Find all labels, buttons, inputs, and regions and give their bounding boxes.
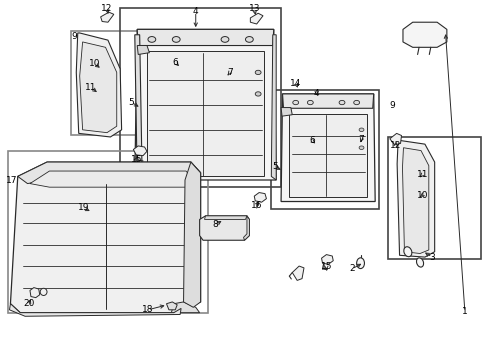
Bar — [71, 31, 149, 135]
Circle shape — [292, 100, 298, 105]
Bar — [271, 90, 378, 209]
Circle shape — [245, 37, 253, 42]
Text: 1: 1 — [461, 307, 467, 316]
Polygon shape — [80, 42, 117, 133]
Polygon shape — [133, 146, 147, 156]
Polygon shape — [135, 35, 142, 180]
Text: 18: 18 — [142, 305, 153, 314]
Polygon shape — [199, 216, 249, 240]
Circle shape — [255, 92, 261, 96]
Bar — [120, 8, 281, 187]
Circle shape — [307, 100, 313, 105]
Polygon shape — [166, 302, 177, 310]
Text: 10: 10 — [88, 59, 100, 68]
Text: 8: 8 — [212, 220, 218, 229]
Text: 4: 4 — [193, 7, 198, 16]
Text: 2: 2 — [348, 265, 354, 274]
Text: 17: 17 — [6, 176, 17, 185]
Circle shape — [338, 100, 344, 105]
Polygon shape — [135, 30, 276, 180]
Text: 7: 7 — [226, 68, 232, 77]
Polygon shape — [271, 35, 276, 180]
Bar — [387, 137, 480, 259]
Polygon shape — [243, 216, 249, 240]
Text: 6: 6 — [308, 136, 314, 145]
Polygon shape — [289, 114, 366, 197]
Text: 19: 19 — [78, 203, 89, 212]
Ellipse shape — [403, 247, 411, 257]
Text: 11: 11 — [85, 83, 97, 92]
Polygon shape — [292, 266, 304, 280]
Text: 15: 15 — [130, 155, 142, 164]
Text: 20: 20 — [23, 299, 35, 308]
Ellipse shape — [416, 258, 423, 267]
Polygon shape — [9, 304, 181, 316]
Text: 4: 4 — [313, 89, 319, 98]
Text: 13: 13 — [248, 4, 260, 13]
Bar — [8, 151, 207, 313]
Text: 12: 12 — [101, 4, 112, 13]
Polygon shape — [250, 13, 263, 24]
Text: 15: 15 — [320, 262, 331, 271]
Polygon shape — [389, 134, 401, 145]
Polygon shape — [10, 162, 200, 313]
Ellipse shape — [40, 288, 47, 296]
Circle shape — [255, 70, 261, 75]
Polygon shape — [171, 302, 199, 313]
Text: 6: 6 — [172, 58, 178, 67]
Polygon shape — [204, 216, 246, 220]
Polygon shape — [282, 94, 373, 108]
Text: 12: 12 — [389, 141, 401, 150]
Polygon shape — [402, 148, 428, 253]
Polygon shape — [321, 255, 332, 264]
Circle shape — [221, 37, 228, 42]
Polygon shape — [281, 108, 292, 116]
Text: 9: 9 — [388, 101, 394, 110]
Polygon shape — [30, 288, 40, 298]
Polygon shape — [183, 162, 200, 307]
Polygon shape — [30, 171, 194, 187]
Circle shape — [172, 37, 180, 42]
Circle shape — [353, 100, 359, 105]
Text: 7: 7 — [358, 135, 364, 144]
Text: 5: 5 — [271, 162, 277, 171]
Polygon shape — [18, 162, 200, 184]
Polygon shape — [254, 193, 266, 202]
Text: 16: 16 — [250, 201, 262, 210]
Ellipse shape — [356, 258, 364, 269]
Polygon shape — [137, 30, 273, 45]
Text: 14: 14 — [289, 79, 301, 88]
Text: 11: 11 — [416, 170, 427, 179]
Polygon shape — [101, 12, 114, 22]
Polygon shape — [147, 51, 264, 176]
Circle shape — [358, 128, 363, 132]
Circle shape — [358, 146, 363, 149]
Circle shape — [148, 37, 156, 42]
Text: 3: 3 — [428, 253, 434, 262]
Polygon shape — [396, 140, 434, 257]
Polygon shape — [137, 45, 149, 54]
Text: 5: 5 — [128, 98, 134, 107]
Text: 9: 9 — [71, 32, 77, 41]
Polygon shape — [281, 94, 374, 202]
Text: 10: 10 — [416, 190, 427, 199]
Polygon shape — [76, 33, 122, 137]
Polygon shape — [402, 22, 446, 47]
